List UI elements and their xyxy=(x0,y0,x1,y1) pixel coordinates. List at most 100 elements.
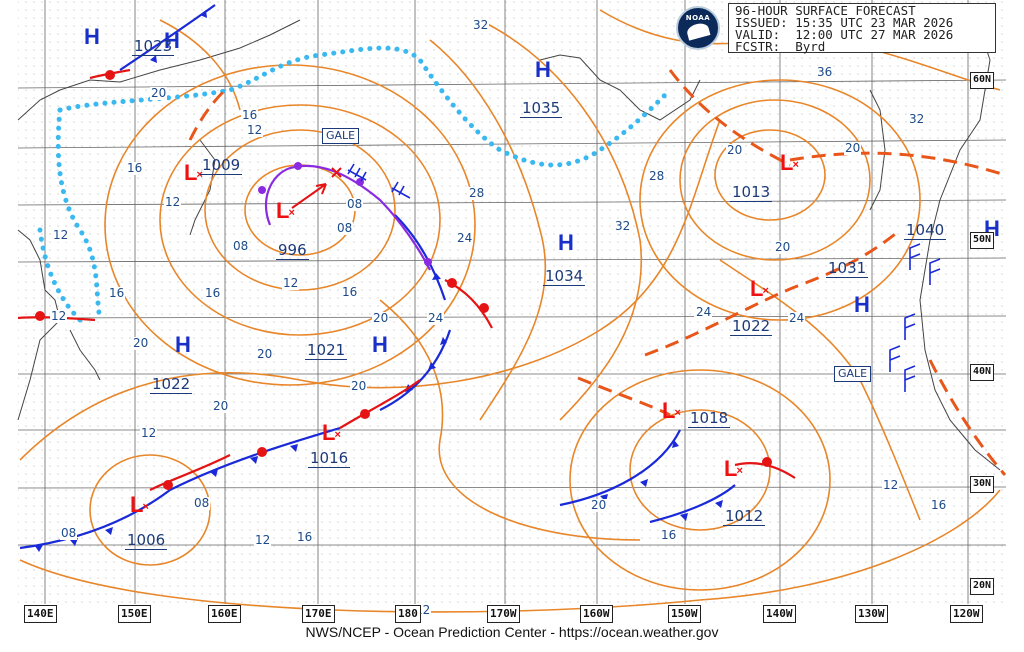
pressure-value: 1035 xyxy=(520,99,563,118)
isobar-label: 20 xyxy=(150,86,168,100)
pressure-value: 1022 xyxy=(730,317,773,336)
isobar-label: 32 xyxy=(614,219,632,233)
isobar-label: 20 xyxy=(774,240,792,254)
occluded-front xyxy=(265,164,431,271)
credit-line: NWS/NCEP - Ocean Prediction Center - htt… xyxy=(305,624,719,640)
coastlines xyxy=(17,19,1001,471)
isobar-label: 24 xyxy=(695,305,713,319)
title: 96-HOUR SURFACE FORECAST xyxy=(735,3,916,18)
pressure-value: 1034 xyxy=(543,267,586,286)
low-symbol: L× xyxy=(276,198,295,223)
isobar-label: 12 xyxy=(254,533,272,547)
low-symbol: L× xyxy=(662,398,681,423)
issued: ISSUED: 15:35 UTC 23 MAR 2026 xyxy=(735,15,954,30)
isobar-label: 16 xyxy=(660,528,678,542)
lon-label: 160W xyxy=(580,605,613,623)
isobar-label: 16 xyxy=(930,498,948,512)
isobar-label: 16 xyxy=(241,108,259,122)
troughs xyxy=(188,69,1007,476)
pressure-value: 1031 xyxy=(826,259,869,278)
isobar-label: 12 xyxy=(882,478,900,492)
isobar-label: 16 xyxy=(341,285,359,299)
gale-warning-label: GALE xyxy=(322,128,360,144)
noaa-logo: NOAA xyxy=(676,6,720,50)
isobar-label: 20 xyxy=(372,311,390,325)
high-symbol: H xyxy=(558,230,574,255)
lat-label: 40N xyxy=(970,364,995,381)
pressure-value: 1022 xyxy=(150,375,193,394)
pressure-value: 1016 xyxy=(308,449,351,468)
isobar-label: 20 xyxy=(350,379,368,393)
forecaster: FCSTR: Byrd xyxy=(735,39,826,54)
lon-label: 160E xyxy=(208,605,241,623)
lon-label: 120W xyxy=(950,605,983,623)
isobar-label: 20 xyxy=(256,347,274,361)
isobars xyxy=(19,9,1001,613)
pressure-value: 1040 xyxy=(904,221,947,240)
isobar-label: 24 xyxy=(788,311,806,325)
pressure-value: 1009 xyxy=(200,156,243,175)
pressure-value: 1012 xyxy=(723,507,766,526)
isobar-label: 20 xyxy=(726,143,744,157)
lon-label: 130W xyxy=(855,605,888,623)
storm-motion-arrow xyxy=(291,183,327,209)
isobar-label: 12 xyxy=(140,426,158,440)
isobar-label: 20 xyxy=(844,141,862,155)
isobar-label: 08 xyxy=(193,496,211,510)
low-symbol: L× xyxy=(184,160,203,185)
logo-text: NOAA xyxy=(685,14,711,22)
wind-barbs xyxy=(347,163,941,392)
isobar-label: 12 xyxy=(282,276,300,290)
lon-label: 170W xyxy=(487,605,520,623)
high-symbol: H xyxy=(372,332,388,357)
pressure-value: 1018 xyxy=(688,409,731,428)
isobar-label: 08 xyxy=(336,221,354,235)
future-position-x xyxy=(331,167,342,178)
pressure-value: 1021 xyxy=(305,341,348,360)
high-symbol: H xyxy=(175,332,191,357)
isobar-label: 08 xyxy=(60,526,78,540)
isobar-label: 12 xyxy=(50,309,68,323)
high-symbol: H xyxy=(164,28,180,53)
isobar-label: 28 xyxy=(648,169,666,183)
isobar-label: 16 xyxy=(204,286,222,300)
low-symbol: L× xyxy=(322,420,341,445)
lon-label: 150W xyxy=(668,605,701,623)
lat-label: 50N xyxy=(970,232,995,249)
isobar-label: 24 xyxy=(427,311,445,325)
gale-warning-label: GALE xyxy=(834,366,872,382)
low-symbol: L× xyxy=(130,492,149,517)
isobar-label: 36 xyxy=(816,65,834,79)
isobar-label: 32 xyxy=(908,112,926,126)
lon-label: 150E xyxy=(118,605,151,623)
isobar-label: 12 xyxy=(246,123,264,137)
isobar-label: 12 xyxy=(52,228,70,242)
pressure-value: 1023 xyxy=(132,37,175,56)
isobar-label: 16 xyxy=(108,286,126,300)
lat-label: 20N xyxy=(970,578,995,595)
isobar-label: 08 xyxy=(232,239,250,253)
isobar-label: 28 xyxy=(468,186,486,200)
isobar-label: 24 xyxy=(456,231,474,245)
valid: VALID: 12:00 UTC 27 MAR 2026 xyxy=(735,27,954,42)
lon-label: 170E xyxy=(302,605,335,623)
lon-label: 140W xyxy=(763,605,796,623)
bird-icon xyxy=(685,21,711,41)
cold-front-pips xyxy=(35,10,723,552)
isobar-label: 32 xyxy=(472,18,490,32)
warm-front-pips xyxy=(35,70,772,490)
isobar-label: 12 xyxy=(164,195,182,209)
isobar-label: 20 xyxy=(590,498,608,512)
high-symbol: H xyxy=(84,24,100,49)
lon-label: 140E xyxy=(24,605,57,623)
pressure-value: 996 xyxy=(276,241,309,260)
lat-label: 60N xyxy=(970,72,995,89)
pressure-value: 1013 xyxy=(730,183,773,202)
isobar-label: 20 xyxy=(132,336,150,350)
forecast-info-box: 96-HOUR SURFACE FORECAST ISSUED: 15:35 UT… xyxy=(728,3,996,53)
high-symbol: H xyxy=(535,57,551,82)
isobar-label: 16 xyxy=(296,530,314,544)
ice-edge xyxy=(37,45,673,323)
lat-lon-grid xyxy=(17,0,1007,604)
